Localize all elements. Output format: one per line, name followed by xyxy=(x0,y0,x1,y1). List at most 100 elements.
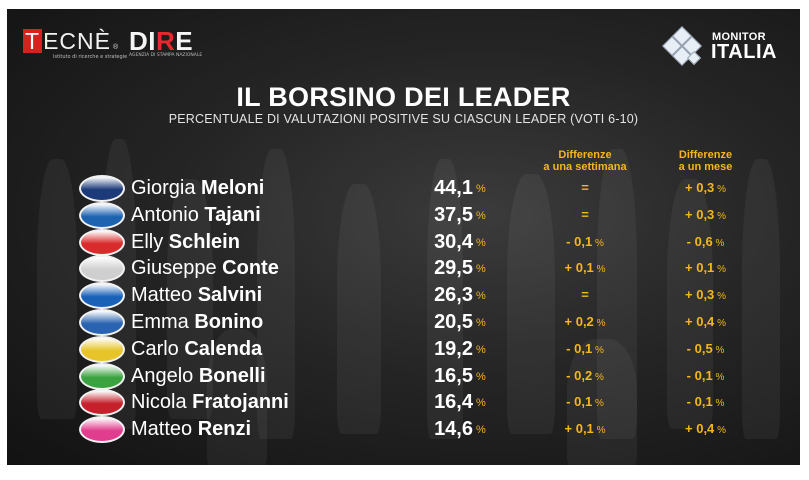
week-difference-value: - 0,1 xyxy=(566,233,593,249)
leader-last-name: Bonino xyxy=(194,311,264,333)
month-difference-unit: % xyxy=(714,318,726,329)
leader-first-name: Nicola xyxy=(131,391,193,414)
month-difference-unit: % xyxy=(714,210,726,222)
leader-last-name: Tajani xyxy=(204,203,261,226)
week-difference: = xyxy=(529,287,641,302)
tecne-wordmark: ECNÈ xyxy=(43,28,111,54)
leader-first-name: Giorgia xyxy=(131,177,202,199)
table-row: Angelo Bonelli 16,5% - 0,2 % - 0,1 % xyxy=(7,362,800,390)
week-difference: = xyxy=(529,180,641,195)
crowd-silhouette xyxy=(427,159,463,439)
crowd-silhouette xyxy=(337,184,381,434)
leader-first-name: Elly xyxy=(131,230,169,253)
month-difference-unit: % xyxy=(714,184,726,195)
month-difference-value: + 0,3 xyxy=(685,206,715,222)
week-difference-unit: % xyxy=(592,344,604,356)
month-difference-unit: % xyxy=(712,371,725,383)
week-difference-value: + 0,1 xyxy=(564,421,594,437)
week-difference: = xyxy=(529,207,641,222)
week-difference-unit: % xyxy=(592,371,604,383)
leader-name: Nicola Fratojanni xyxy=(131,390,289,414)
month-difference: + 0,3 % xyxy=(658,207,753,222)
crowd-silhouette xyxy=(37,159,77,419)
leader-name: Emma Bonino xyxy=(131,310,263,334)
month-difference: - 0,5 % xyxy=(658,341,753,356)
party-logo-icon xyxy=(79,335,125,363)
crowd-silhouette xyxy=(167,179,213,419)
cubes-icon xyxy=(661,26,705,69)
leader-first-name: Angelo xyxy=(131,364,199,387)
week-difference: - 0,2 % xyxy=(529,368,641,383)
leader-name: Angelo Bonelli xyxy=(131,364,266,388)
crowd-silhouette xyxy=(667,179,713,429)
week-difference-value: + 0,1 xyxy=(564,260,594,276)
percent-sign: % xyxy=(476,317,486,329)
leader-last-name: Meloni xyxy=(201,177,265,199)
leader-name: Matteo Salvini xyxy=(131,283,262,307)
crowd-silhouette xyxy=(742,159,780,439)
leader-last-name: Fratojanni xyxy=(192,391,289,414)
approval-value: 14,6 xyxy=(434,418,473,441)
percent-sign: % xyxy=(476,183,486,195)
week-difference: + 0,2 % xyxy=(529,314,641,329)
week-difference-unit: % xyxy=(592,237,604,249)
month-difference-value: + 0,3 xyxy=(685,287,715,303)
week-header-line1: Differenze xyxy=(558,149,612,161)
dire-wordmark-a: DI xyxy=(129,26,156,56)
leader-name: Matteo Renzi xyxy=(131,417,251,441)
monitor-label: MONITOR xyxy=(712,31,766,43)
month-difference: + 0,4 % xyxy=(658,421,753,436)
week-difference: - 0,1 % xyxy=(529,394,641,409)
dire-wordmark-b: R xyxy=(156,26,176,56)
approval-value: 29,5 xyxy=(434,257,473,280)
party-logo-icon xyxy=(79,416,125,444)
leader-last-name: Bonelli xyxy=(198,364,266,387)
approval-value: 16,5 xyxy=(434,364,473,387)
table-row: Antonio Tajani 37,5% = + 0,3 % xyxy=(7,201,800,229)
leader-name: Antonio Tajani xyxy=(131,203,261,227)
italia-label: ITALIA xyxy=(711,41,777,63)
week-difference-value: = xyxy=(581,287,589,303)
table-row: Giuseppe Conte 29,5% + 0,1 % + 0,1 % xyxy=(7,255,800,283)
table-row: Emma Bonino 20,5% + 0,2 % + 0,4 % xyxy=(7,309,800,336)
table-row: Elly Schlein 30,4% - 0,1 % - 0,6 % xyxy=(7,228,800,256)
approval-value: 44,1 xyxy=(434,177,473,199)
party-logo-icon xyxy=(79,228,125,256)
infographic-panel: T ECNÈ ® Istituto di ricerche e strategie … xyxy=(7,9,800,465)
column-header-month: Differenze a un mese xyxy=(658,149,753,173)
approval-value: 19,2 xyxy=(434,337,473,360)
month-difference-value: + 0,3 xyxy=(685,180,715,195)
percent-sign: % xyxy=(476,236,486,249)
week-difference-value: - 0,1 xyxy=(566,394,593,410)
month-header-line2: a un mese xyxy=(678,161,733,173)
leader-last-name: Renzi xyxy=(197,418,252,441)
month-difference: + 0,4 % xyxy=(658,314,753,329)
week-difference: + 0,1 % xyxy=(529,260,641,275)
month-difference: - 0,1 % xyxy=(658,394,753,409)
month-difference: + 0,3 % xyxy=(658,287,753,302)
approval-value: 30,4 xyxy=(434,230,473,253)
party-logo-icon xyxy=(79,255,125,283)
month-difference-value: + 0,4 xyxy=(685,421,715,437)
table-row: Nicola Fratojanni 16,4% - 0,1 % - 0,1 % xyxy=(7,389,800,417)
week-difference-value: = xyxy=(581,180,589,195)
month-difference: + 0,3 % xyxy=(658,180,753,195)
percent-sign: % xyxy=(476,209,486,222)
month-difference-unit: % xyxy=(714,264,726,276)
table-row: Giorgia Meloni 44,1% = + 0,3 % xyxy=(7,175,800,202)
month-header-line1: Differenze xyxy=(678,149,733,161)
month-difference-value: - 0,5 xyxy=(686,340,713,356)
week-difference-unit: % xyxy=(593,318,606,329)
crowd-silhouette xyxy=(567,339,637,465)
percent-sign: % xyxy=(476,424,486,437)
week-difference: - 0,1 % xyxy=(529,234,641,249)
week-header-line2: a una settimana xyxy=(543,161,627,173)
table-row: Matteo Renzi 14,6% + 0,1 % + 0,4 % xyxy=(7,416,800,444)
crowd-silhouette xyxy=(507,174,555,434)
percent-sign: % xyxy=(476,290,486,303)
tecne-logo: T ECNÈ ® Istituto di ricerche e strategie xyxy=(23,28,127,60)
month-difference-unit: % xyxy=(712,398,725,410)
month-difference: + 0,1 % xyxy=(658,260,753,275)
month-difference-unit: % xyxy=(714,425,726,437)
leader-last-name: Schlein xyxy=(168,230,240,253)
